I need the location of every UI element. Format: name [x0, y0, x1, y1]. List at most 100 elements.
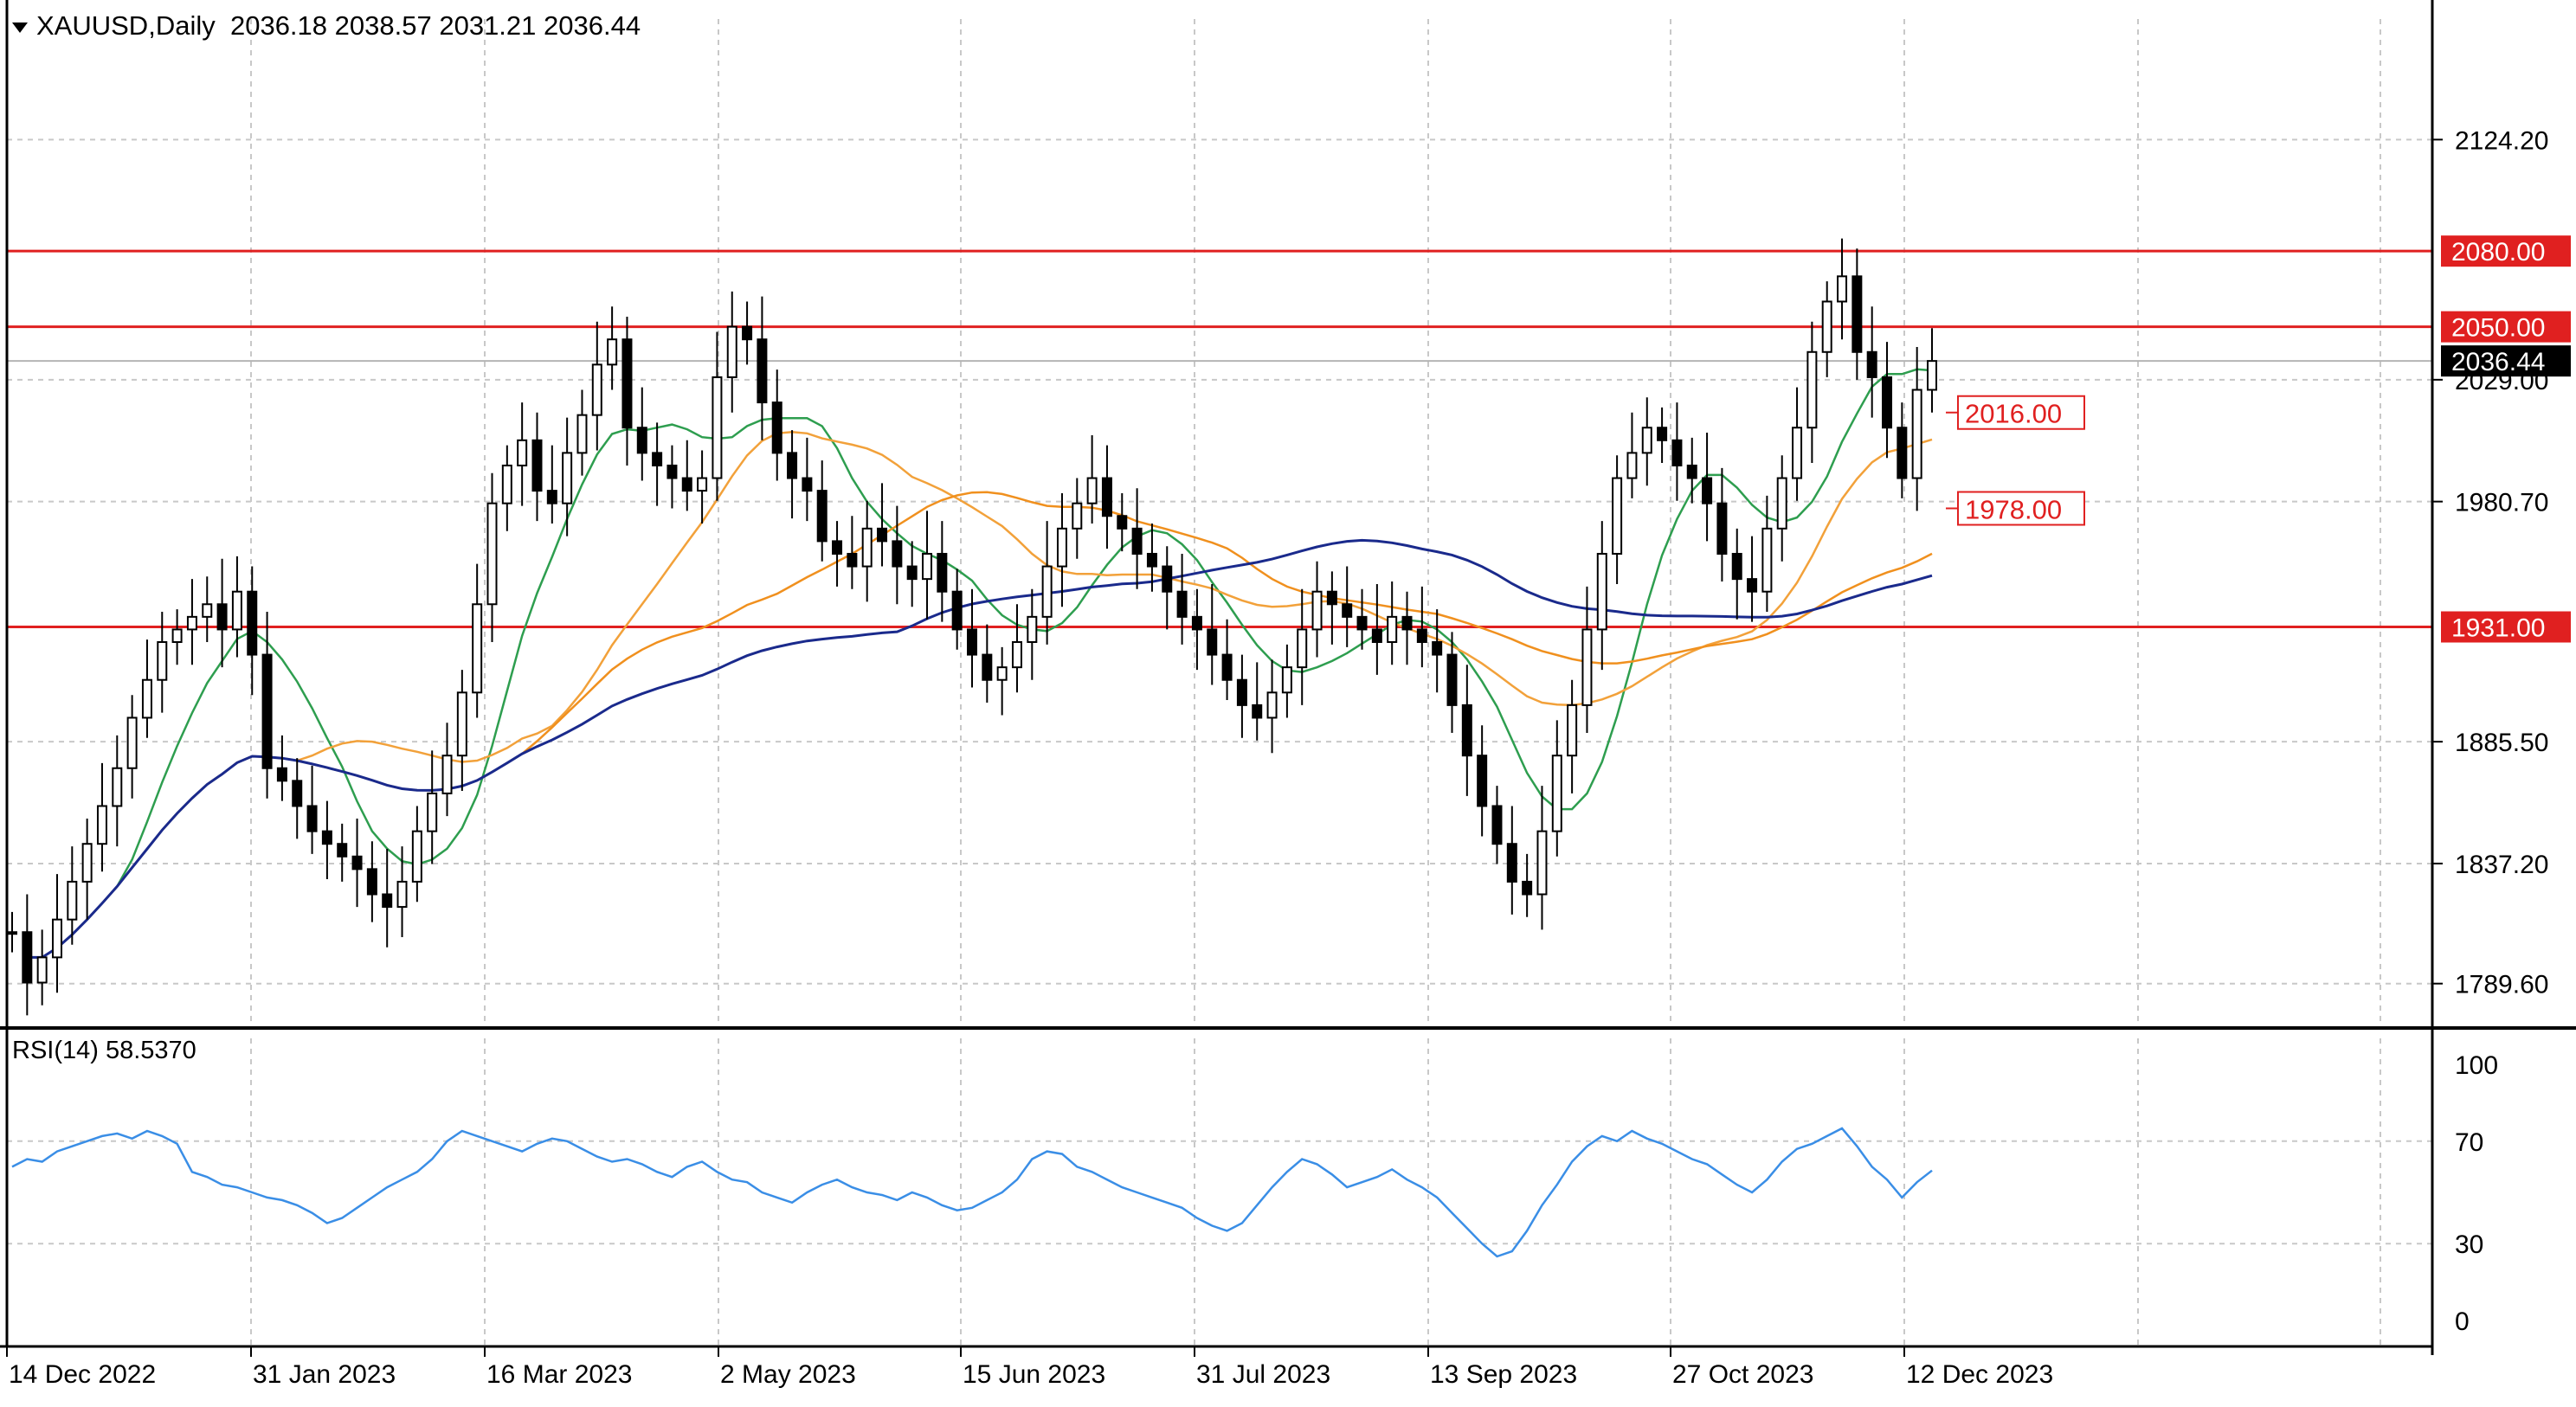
- candle-body: [157, 641, 168, 681]
- candle-body: [1236, 678, 1247, 706]
- candle-body: [141, 678, 152, 719]
- candle-body: [1176, 590, 1188, 618]
- horizontal-levels: 2080.00 2050.00 1931.00 2036.44: [7, 235, 2571, 643]
- candle-body: [922, 552, 933, 581]
- candle-body: [742, 325, 753, 341]
- candle-body: [847, 552, 858, 568]
- candle-body: [591, 363, 602, 416]
- annotation-label: 1978.00: [1965, 495, 2062, 525]
- candle-body: [1641, 427, 1652, 454]
- current-price-tag: [2441, 345, 2571, 377]
- candle-body: [996, 666, 1008, 681]
- candle-body: [877, 527, 888, 543]
- candle-body: [1821, 300, 1832, 353]
- candle-body: [1101, 477, 1112, 517]
- candle-body: [36, 956, 48, 984]
- candle-body: [1897, 427, 1908, 479]
- candle-body: [216, 603, 228, 631]
- candle-body: [982, 653, 993, 681]
- timeframe-label: Daily: [155, 10, 216, 41]
- candle-body: [1221, 653, 1233, 681]
- candle-body: [1461, 704, 1472, 757]
- level-tag-text: 2050.00: [2451, 314, 2545, 343]
- candle-body: [1806, 350, 1818, 429]
- candle-body: [1657, 427, 1668, 441]
- rsi-value: 58.5370: [105, 1037, 196, 1064]
- ma-mid-line: [101, 431, 1933, 904]
- candle-body: [1072, 502, 1083, 530]
- candle-body: [861, 527, 873, 568]
- candle-body: [1731, 552, 1742, 581]
- candle-body: [501, 464, 512, 504]
- rsi-label: RSI(14) 58.5370: [12, 1037, 196, 1065]
- candle-body: [1056, 527, 1067, 568]
- axis-labels: 2124.20 2029.00 1980.70 1885.50 1837.20 1789.…: [9, 126, 2548, 1389]
- candle-body: [1027, 615, 1038, 644]
- candle-body: [1086, 477, 1098, 504]
- price-tick-label: 1885.50: [2455, 729, 2548, 757]
- candle-body: [652, 452, 663, 466]
- candle-body: [1131, 527, 1143, 555]
- moving-averages: [27, 368, 1933, 959]
- candle-body: [1446, 653, 1458, 706]
- candle-body: [1852, 275, 1863, 353]
- candle-body: [1117, 515, 1128, 530]
- candle-body: [1911, 389, 1922, 479]
- candle-body: [1927, 360, 1937, 391]
- candle-body: [1837, 275, 1848, 303]
- time-tick-label: 12 Dec 2023: [1906, 1360, 2053, 1389]
- candle-body: [1191, 615, 1202, 631]
- candle-body: [81, 843, 93, 883]
- time-tick-label: 31 Jul 2023: [1196, 1360, 1330, 1389]
- candle-body: [576, 414, 588, 454]
- rsi-level-label: 30: [2455, 1230, 2483, 1259]
- candle-body: [96, 805, 107, 845]
- candle-body: [1297, 628, 1308, 669]
- candle-body: [1477, 755, 1488, 807]
- candle-body: [967, 628, 977, 656]
- dropdown-triangle-icon[interactable]: [12, 22, 28, 33]
- axes: [0, 0, 2576, 1357]
- candle-body: [517, 439, 528, 466]
- candle-body: [1252, 704, 1263, 719]
- candle-body: [1416, 628, 1427, 644]
- rsi-level-label: 100: [2455, 1051, 2498, 1080]
- candle-body: [1581, 628, 1593, 706]
- candle-body: [1432, 641, 1443, 656]
- candle-body: [1716, 502, 1728, 555]
- candle-body: [607, 338, 618, 366]
- candle-body: [1686, 464, 1697, 479]
- candle-body: [67, 880, 78, 921]
- rsi-series: [11, 1127, 1933, 1258]
- candle-body: [1041, 565, 1053, 618]
- candle-body: [1551, 755, 1562, 832]
- candle-body: [1702, 477, 1713, 504]
- candle-body: [1266, 691, 1278, 719]
- candle-body: [1342, 603, 1353, 618]
- candle-body: [321, 830, 332, 845]
- time-tick-label: 15 Jun 2023: [963, 1360, 1105, 1389]
- candle-body: [1371, 628, 1382, 644]
- candle-body: [1882, 376, 1893, 429]
- candle-body: [562, 452, 573, 504]
- candle-body: [1536, 830, 1548, 896]
- candle-body: [546, 490, 557, 504]
- price-tick-label: 1980.70: [2455, 489, 2548, 517]
- price-tick-label: 1789.60: [2455, 971, 2548, 999]
- ma-long-navy-line: [27, 538, 1933, 959]
- candle-body: [1311, 590, 1323, 631]
- time-tick-label: 27 Oct 2023: [1672, 1360, 1813, 1389]
- candle-body: [667, 464, 678, 479]
- candle-body: [51, 918, 62, 959]
- candle-body: [337, 843, 348, 858]
- candle-body: [1626, 452, 1638, 479]
- price-tick-label: 1837.20: [2455, 851, 2548, 879]
- candle-body: [427, 792, 438, 832]
- level-tag-text: 1931.00: [2451, 614, 2545, 643]
- time-tick-label: 2 May 2023: [720, 1360, 856, 1389]
- candle-body: [126, 716, 138, 769]
- candle-body: [351, 855, 363, 871]
- candle-body: [247, 590, 258, 656]
- candle-body: [1747, 578, 1758, 593]
